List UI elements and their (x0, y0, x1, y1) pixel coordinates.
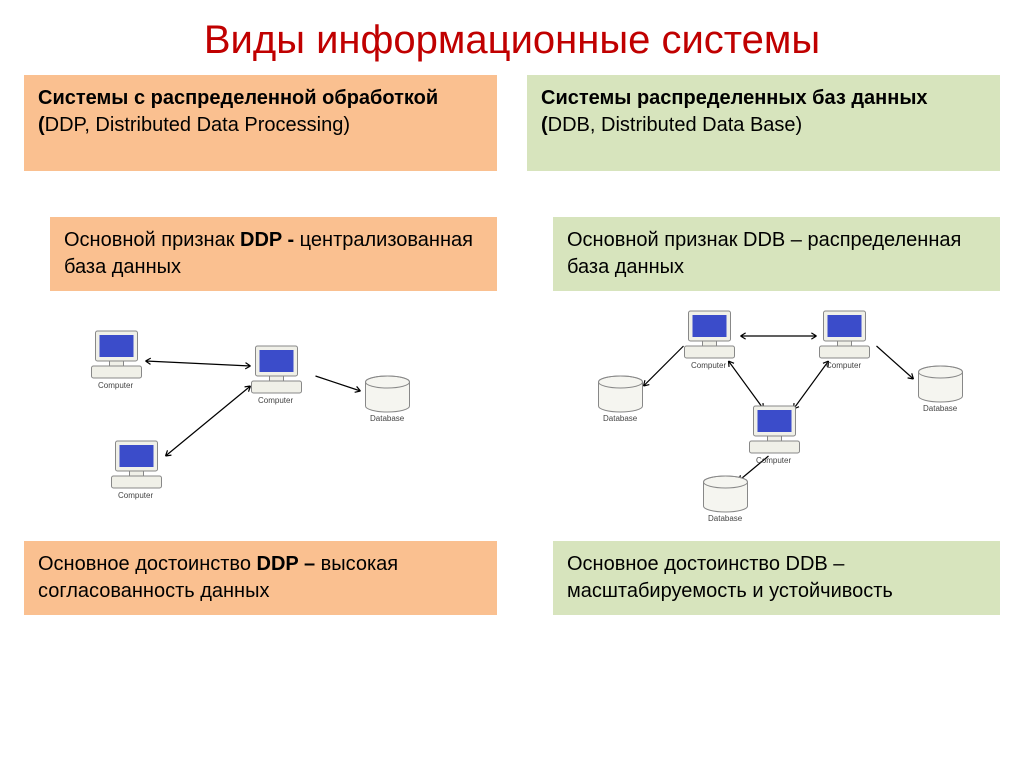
diagram-label: Computer (98, 381, 133, 390)
ddp-header-rest: DDP, Distributed Data Processing) (45, 114, 350, 136)
ddb-feature-text: Основной признак DDB – распределенная ба… (567, 229, 961, 278)
ddp-diagram: Computer Computer Computer Database (24, 291, 497, 541)
ddb-header-box: Системы распределенных баз данных (DDB, … (527, 75, 1000, 171)
columns-container: Системы с распределенной обработкой (DDP… (0, 75, 1024, 615)
arrow-icon (729, 361, 764, 409)
ddb-feature-box: Основной признак DDB – распределенная ба… (553, 217, 1000, 291)
arrow-icon (146, 358, 251, 369)
arrow-icon (316, 376, 361, 392)
arrow-icon (877, 346, 914, 379)
computer-icon (685, 311, 735, 358)
diagram-label: Database (923, 404, 957, 413)
diagram-label: Database (708, 514, 742, 523)
diagram-label: Computer (691, 361, 726, 370)
arrow-icon (644, 346, 684, 386)
ddb-advantage-box: Основное достоинство DDB – масштабируемо… (553, 541, 1000, 615)
ddp-advantage-text: Основное достоинство DDP – высокая согла… (38, 553, 398, 602)
database-icon (366, 376, 410, 412)
diagram-label: Database (603, 414, 637, 423)
diagram-label: Computer (826, 361, 861, 370)
database-icon (919, 366, 963, 402)
left-column: Системы с распределенной обработкой (DDP… (24, 75, 497, 615)
computer-icon (820, 311, 870, 358)
ddp-advantage-box: Основное достоинство DDP – высокая согла… (24, 541, 497, 615)
computer-icon (750, 406, 800, 453)
page-title: Виды информационные системы (0, 0, 1024, 75)
database-icon (599, 376, 643, 412)
ddp-feature-text: Основной признак DDP - централизованная … (64, 229, 473, 278)
diagram-label: Computer (756, 456, 791, 465)
ddb-diagram: Computer Computer Computer Database Database… (527, 291, 1000, 541)
arrow-icon (166, 386, 251, 456)
database-icon (704, 476, 748, 512)
right-column: Системы распределенных баз данных (DDB, … (527, 75, 1000, 615)
diagram-label: Computer (258, 396, 293, 405)
ddb-header-rest: DDB, Distributed Data Base) (548, 114, 803, 136)
computer-icon (252, 346, 302, 393)
diagram-label: Computer (118, 491, 153, 500)
ddp-header-box: Системы с распределенной обработкой (DDP… (24, 75, 497, 171)
diagram-label: Database (370, 414, 404, 423)
computer-icon (112, 441, 162, 488)
computer-icon (92, 331, 142, 378)
arrow-icon (794, 361, 829, 409)
ddp-feature-box: Основной признак DDP - централизованная … (50, 217, 497, 291)
arrow-icon (741, 333, 817, 339)
ddb-advantage-text: Основное достоинство DDB – масштабируемо… (567, 553, 893, 602)
